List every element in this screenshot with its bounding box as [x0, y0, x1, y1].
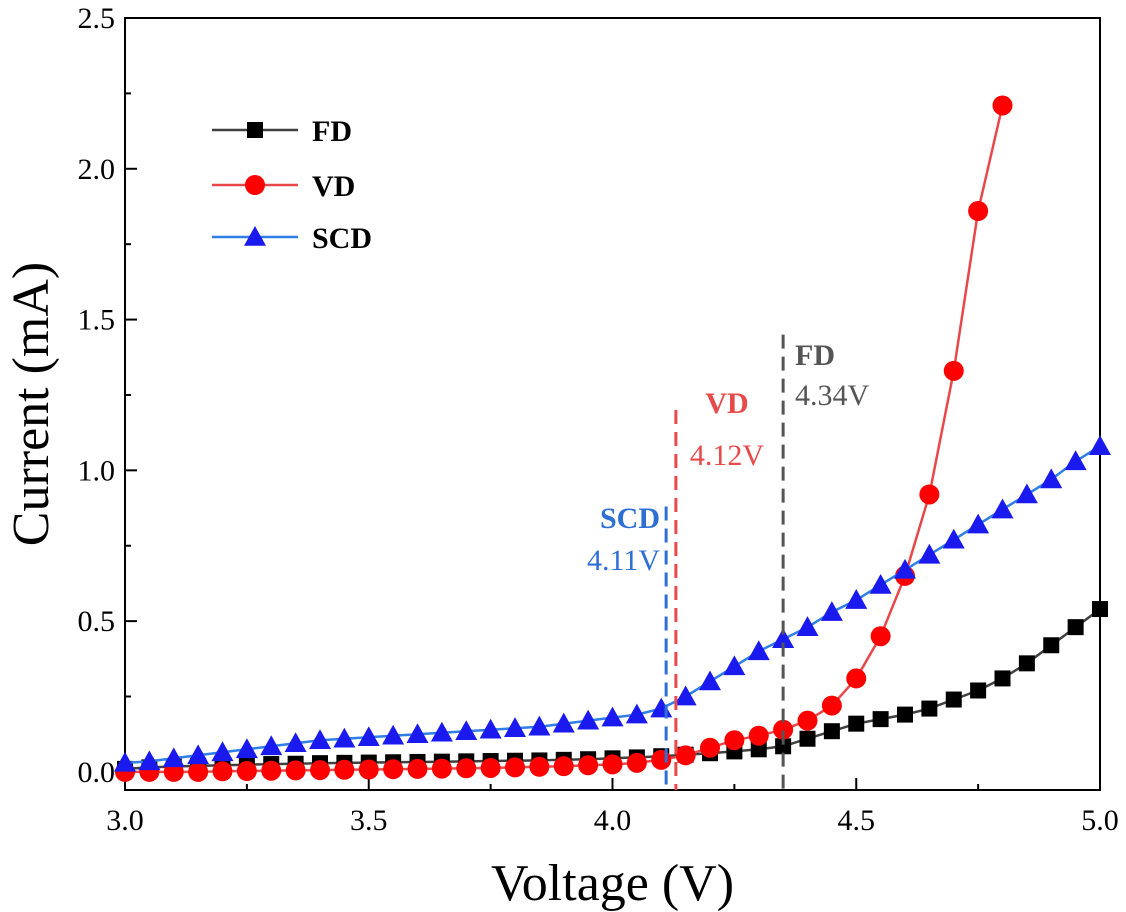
annotation-name-fd: FD	[795, 339, 835, 372]
data-point-vd	[383, 759, 403, 779]
data-point-vd	[993, 95, 1013, 115]
x-tick-label: 4.5	[838, 804, 876, 837]
data-point-scd	[894, 559, 916, 579]
y-tick-label: 2.5	[78, 2, 116, 35]
data-point-scd	[675, 686, 697, 706]
data-point-fd	[1092, 601, 1108, 617]
annotation-name-vd: VD	[705, 387, 748, 420]
data-point-fd	[946, 692, 962, 708]
data-point-vd	[456, 758, 476, 778]
data-point-vd	[846, 668, 866, 688]
x-tick-label: 5.0	[1081, 804, 1119, 837]
data-point-vd	[334, 760, 354, 780]
data-point-vd	[944, 361, 964, 381]
data-point-vd	[529, 757, 549, 777]
data-point-scd	[845, 589, 867, 609]
data-point-vd	[286, 760, 306, 780]
data-point-scd	[967, 514, 989, 534]
x-tick-label: 3.0	[106, 804, 144, 837]
data-point-fd	[824, 723, 840, 739]
y-axis-title: Current (mA)	[3, 262, 60, 546]
x-axis-title: Voltage (V)	[491, 855, 734, 912]
data-point-fd	[1068, 619, 1084, 635]
plot-border	[125, 18, 1100, 790]
data-point-vd	[481, 758, 501, 778]
data-point-vd	[188, 762, 208, 782]
data-point-vd	[505, 757, 525, 777]
axis-ticks: 3.0 3.5 4.0 4.5 5.0 0.0 0.5 1.0 1.5 2.0 2.5	[78, 2, 1119, 837]
data-point-vd	[603, 754, 623, 774]
data-point-fd	[970, 682, 986, 698]
data-point-scd	[1016, 483, 1038, 503]
data-point-scd	[748, 640, 770, 660]
data-point-vd	[213, 761, 233, 781]
legend-label: FD	[312, 115, 352, 148]
data-point-scd	[992, 499, 1014, 519]
data-point-vd	[578, 755, 598, 775]
series-line-vd	[125, 106, 1003, 772]
legend: FD VD SCD	[212, 115, 372, 255]
data-point-scd	[1089, 435, 1111, 455]
series-scd	[114, 435, 1111, 771]
annotation-value-scd: 4.11V	[587, 544, 660, 577]
data-point-vd	[408, 759, 428, 779]
data-point-scd	[1040, 468, 1062, 488]
data-point-fd	[897, 707, 913, 723]
data-point-scd	[699, 670, 721, 690]
annotation-value-fd: 4.34V	[795, 379, 870, 412]
y-tick-label: 1.0	[78, 454, 116, 487]
legend-item-fd: FD	[212, 115, 352, 148]
legend-marker	[247, 122, 263, 138]
legend-item-vd: VD	[212, 170, 355, 203]
data-point-fd	[848, 716, 864, 732]
data-point-vd	[919, 484, 939, 504]
data-point-scd	[870, 574, 892, 594]
data-point-fd	[873, 711, 889, 727]
data-point-vd	[627, 753, 647, 773]
data-point-scd	[821, 601, 843, 621]
data-point-fd	[1019, 655, 1035, 671]
data-point-scd	[650, 698, 672, 718]
y-tick-label: 0.5	[78, 605, 116, 638]
data-point-scd	[1065, 450, 1087, 470]
data-point-vd	[237, 761, 257, 781]
data-point-vd	[554, 756, 574, 776]
data-point-vd	[822, 696, 842, 716]
data-point-scd	[797, 616, 819, 636]
data-point-vd	[359, 759, 379, 779]
data-point-fd	[995, 670, 1011, 686]
data-point-scd	[723, 655, 745, 675]
data-point-vd	[651, 750, 671, 770]
data-point-vd	[871, 626, 891, 646]
legend-item-scd: SCD	[212, 222, 372, 255]
data-point-scd	[918, 544, 940, 564]
legend-marker	[245, 175, 265, 195]
y-tick-label: 0.0	[78, 756, 116, 789]
x-tick-label: 3.5	[350, 804, 388, 837]
annotation-name-scd: SCD	[600, 502, 660, 535]
data-point-vd	[432, 759, 452, 779]
data-point-vd	[261, 761, 281, 781]
data-point-vd	[676, 745, 696, 765]
data-point-vd	[310, 760, 330, 780]
y-tick-label: 2.0	[78, 153, 116, 186]
data-point-vd	[968, 201, 988, 221]
legend-label: VD	[312, 170, 355, 203]
data-point-fd	[800, 731, 816, 747]
data-point-vd	[798, 711, 818, 731]
data-point-fd	[921, 701, 937, 717]
annotation-value-vd: 4.12V	[690, 439, 765, 472]
data-point-vd	[749, 726, 769, 746]
x-tick-label: 4.0	[594, 804, 632, 837]
data-point-fd	[1043, 637, 1059, 653]
chart: 3.0 3.5 4.0 4.5 5.0 0.0 0.5 1.0 1.5 2.0 2.5 SCD 4.1…	[0, 0, 1126, 912]
legend-label: SCD	[312, 222, 372, 255]
data-point-vd	[700, 738, 720, 758]
series-vd	[115, 95, 1013, 781]
data-point-scd	[943, 529, 965, 549]
plot-frame	[125, 18, 1100, 790]
data-point-vd	[724, 730, 744, 750]
series-layer	[114, 95, 1111, 781]
y-tick-label: 1.5	[78, 304, 116, 337]
